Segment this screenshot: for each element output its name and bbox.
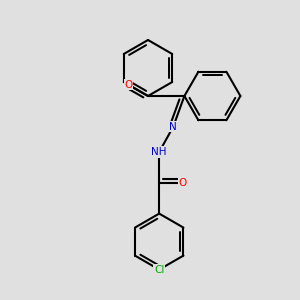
Text: NH: NH: [152, 147, 167, 157]
Text: O: O: [179, 178, 187, 188]
Text: O: O: [124, 80, 133, 90]
Text: Cl: Cl: [154, 265, 164, 275]
Text: N: N: [169, 122, 177, 132]
